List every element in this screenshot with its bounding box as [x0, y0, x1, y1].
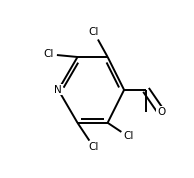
Text: O: O: [157, 107, 165, 117]
Text: Cl: Cl: [43, 49, 54, 59]
Text: Cl: Cl: [89, 27, 99, 37]
Text: Cl: Cl: [123, 132, 133, 142]
Text: N: N: [55, 85, 62, 95]
Text: Cl: Cl: [89, 142, 99, 152]
